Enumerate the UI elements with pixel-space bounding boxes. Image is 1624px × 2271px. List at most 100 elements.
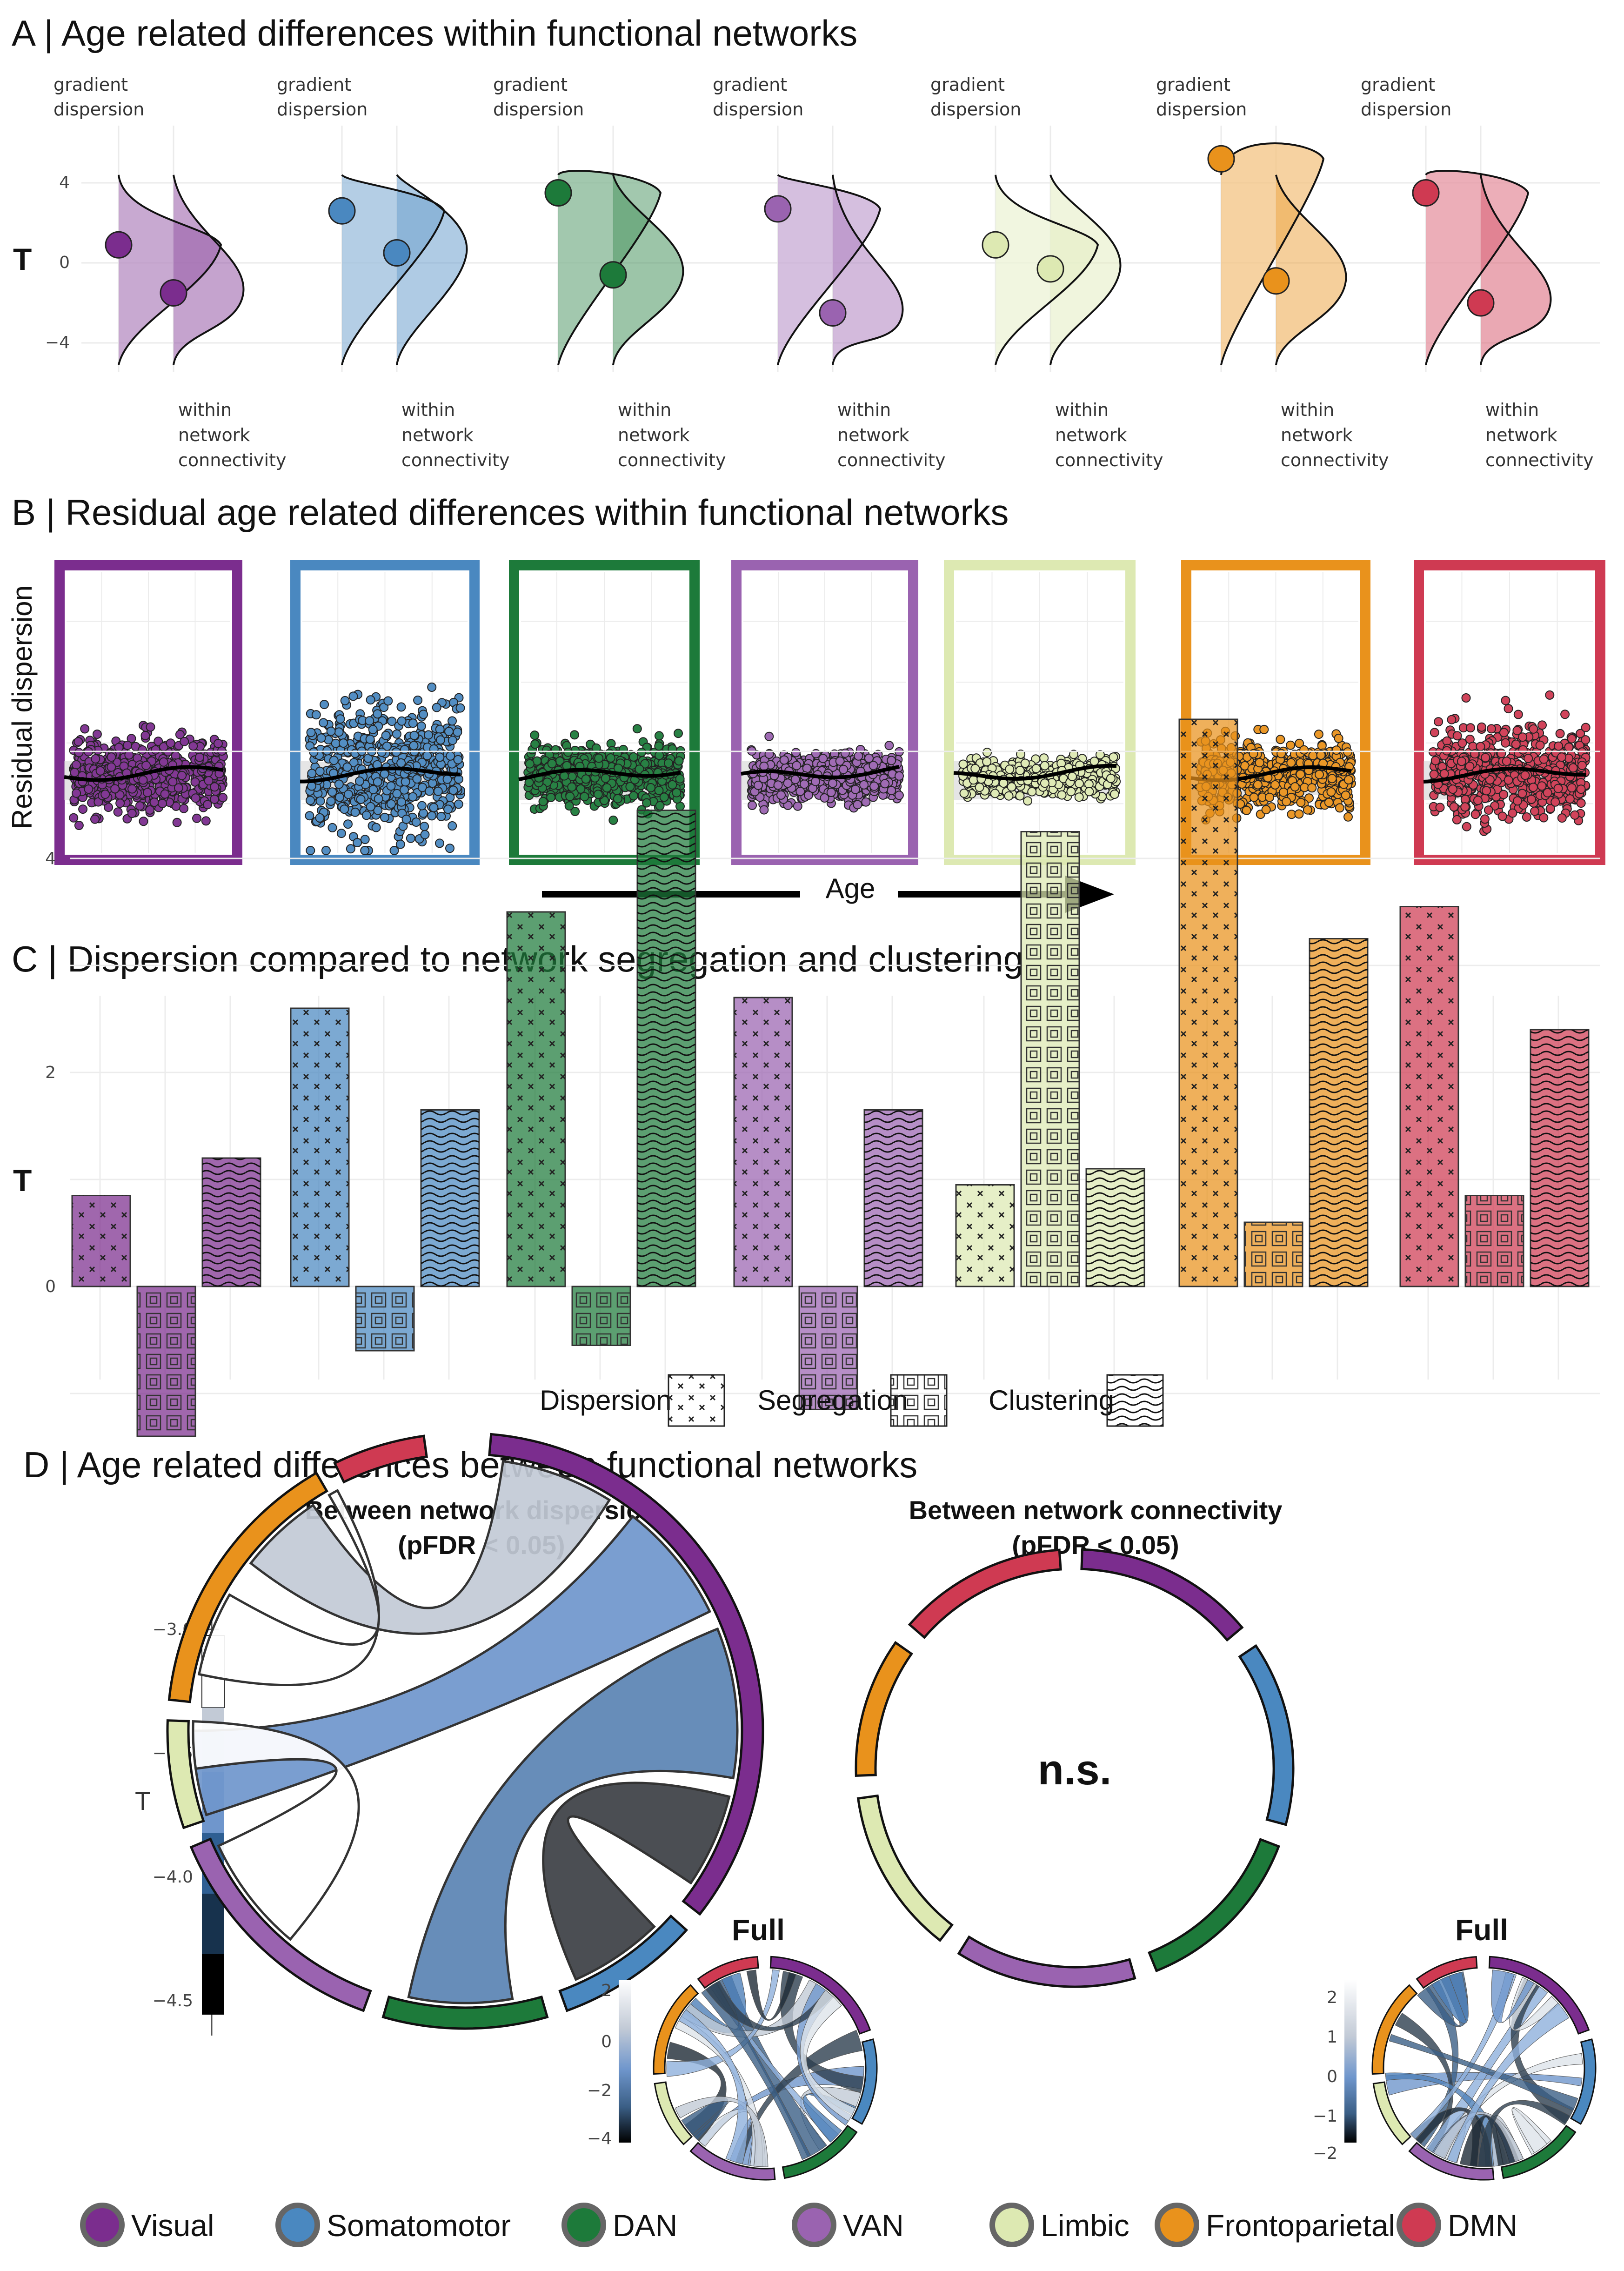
residual-point-visual — [188, 741, 198, 751]
residual-point-frontoparietal — [1261, 805, 1271, 815]
residual-point-somatomotor — [427, 683, 437, 692]
residual-point-frontoparietal — [1276, 749, 1286, 758]
gradient-dispersion-label: gradient — [277, 74, 351, 95]
residual-point-somatomotor — [392, 789, 402, 798]
residual-point-van — [859, 780, 869, 790]
residual-point-dmn — [1518, 745, 1528, 755]
residual-point-van — [773, 780, 783, 790]
residual-fit-visual — [64, 765, 224, 782]
full-label-left: Full — [732, 1913, 785, 1947]
residual-point-dmn — [1476, 742, 1485, 751]
residual-point-dmn — [1497, 749, 1506, 758]
residual-point-dan — [580, 792, 589, 802]
residual-point-somatomotor — [409, 741, 419, 750]
residual-point-somatomotor — [386, 781, 396, 791]
gradient-dispersion-label: gradient — [1156, 74, 1230, 95]
residual-point-somatomotor — [444, 727, 454, 737]
residual-point-somatomotor — [365, 716, 374, 726]
legend-swatch-frontoparietal — [1155, 2203, 1199, 2247]
legend-clustering-label: Clustering — [989, 1385, 1114, 1416]
residual-point-somatomotor — [368, 725, 378, 735]
gradient-dispersion-point-dmn — [1412, 179, 1440, 207]
within-connectivity-density-fill-dmn — [1481, 174, 1551, 365]
residual-point-visual — [146, 722, 155, 732]
residual-point-somatomotor — [389, 846, 399, 855]
residual-point-dan — [551, 745, 561, 755]
residual-point-somatomotor — [448, 736, 457, 745]
residual-point-van — [764, 731, 774, 741]
residual-point-dan — [655, 801, 665, 811]
residual-point-somatomotor — [340, 804, 349, 814]
legend-swatch-dan — [561, 2203, 606, 2247]
residual-point-somatomotor — [373, 805, 383, 815]
residual-point-visual — [191, 793, 200, 803]
bar-pattern-segregation-frontoparietal — [1244, 1222, 1303, 1286]
panel-b-xlabel: Age — [826, 873, 875, 904]
panel-c-tick: 0 — [45, 1277, 56, 1296]
residual-point-dmn — [1557, 752, 1566, 762]
bar-pattern-clustering-somatomotor — [421, 1110, 479, 1286]
legend-label-dan: DAN — [613, 2208, 677, 2243]
residual-point-dmn — [1477, 722, 1486, 732]
residual-point-dmn — [1530, 806, 1539, 816]
residual-point-somatomotor — [326, 796, 336, 806]
residual-point-van — [853, 800, 862, 810]
residual-point-somatomotor — [432, 703, 441, 712]
gradient-dispersion-label: gradient — [53, 74, 128, 95]
residual-point-dan — [606, 753, 615, 763]
residual-point-visual — [192, 813, 201, 823]
residual-point-somatomotor — [419, 710, 428, 719]
right-chord-title-1: Between network connectivity — [909, 1495, 1283, 1525]
residual-point-somatomotor — [320, 700, 329, 710]
residual-point-van — [800, 779, 809, 789]
gradient-dispersion-point-somatomotor — [328, 197, 356, 225]
residual-point-visual — [149, 797, 159, 807]
residual-point-dmn — [1504, 704, 1513, 714]
residual-point-dan — [632, 724, 642, 734]
gradient-dispersion-label: dispersion — [1156, 99, 1247, 120]
residual-point-van — [869, 781, 879, 791]
network-legend: Visual Somatomotor DAN VAN Limbic Frontoparie… — [80, 2203, 1517, 2247]
bar-pattern-dispersion-dmn — [1400, 906, 1458, 1286]
within-network-connectivity-label: network — [618, 425, 689, 445]
residual-point-van — [887, 786, 896, 796]
legend-dispersion-label: Dispersion — [540, 1385, 671, 1416]
within-network-connectivity-label: network — [837, 425, 909, 445]
residual-point-visual — [115, 798, 125, 808]
mini-right-tick-4: −1 — [1313, 2107, 1337, 2126]
residual-point-visual — [74, 821, 84, 830]
residual-point-dan — [674, 729, 683, 738]
residual-point-visual — [135, 801, 145, 811]
residual-point-frontoparietal — [1242, 805, 1251, 815]
residual-point-frontoparietal — [1327, 774, 1337, 784]
residual-point-somatomotor — [380, 812, 389, 822]
residual-point-van — [759, 805, 769, 815]
residual-point-dmn — [1430, 756, 1440, 765]
panel-a-ylabel: T — [13, 242, 32, 276]
gradient-dispersion-density-fill-dmn — [1426, 171, 1528, 365]
residual-point-frontoparietal — [1286, 758, 1296, 768]
panel-b: Residual dispersion Age — [7, 560, 1605, 913]
mini-left-tick-2: 0 — [601, 2032, 612, 2051]
residual-point-visual — [90, 814, 100, 824]
residual-point-limbic — [1020, 758, 1030, 768]
residual-point-dmn — [1517, 789, 1527, 798]
within-network-connectivity-label: connectivity — [837, 450, 945, 470]
legend-label-visual: Visual — [131, 2208, 214, 2243]
residual-point-visual — [114, 743, 124, 752]
within-connectivity-density-fill-frontoparietal — [1276, 174, 1346, 365]
residual-fit-somatomotor — [300, 766, 461, 784]
residual-point-dmn — [1430, 728, 1439, 737]
gradient-dispersion-label: dispersion — [1361, 99, 1451, 120]
residual-point-van — [826, 788, 836, 797]
residual-point-somatomotor — [413, 696, 423, 705]
within-network-connectivity-label: within — [1485, 400, 1539, 420]
residual-point-somatomotor — [306, 728, 316, 737]
residual-point-somatomotor — [392, 729, 401, 739]
residual-point-frontoparietal — [1335, 803, 1344, 813]
residual-point-somatomotor — [316, 733, 326, 743]
bar-pattern-segregation-dan — [572, 1286, 630, 1346]
residual-point-frontoparietal — [1326, 787, 1336, 797]
residual-point-frontoparietal — [1265, 792, 1275, 802]
residual-point-frontoparietal — [1307, 783, 1317, 793]
